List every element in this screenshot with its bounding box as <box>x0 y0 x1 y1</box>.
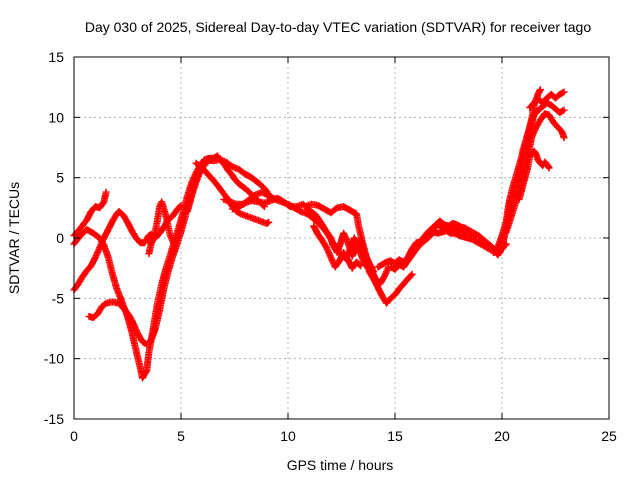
y-tick-label: -10 <box>44 351 64 367</box>
y-tick-label: -15 <box>44 411 64 427</box>
series-markers <box>203 156 273 199</box>
series-trace-18 <box>489 99 568 256</box>
x-tick-label: 15 <box>387 428 403 444</box>
data-series <box>70 86 568 382</box>
y-tick-label: -5 <box>52 290 65 306</box>
y-tick-label: 10 <box>48 109 64 125</box>
series-markers <box>365 268 416 307</box>
x-axis-label: GPS time / hours <box>287 457 394 473</box>
series-trace-13 <box>365 268 416 307</box>
series-trace-21 <box>526 88 568 112</box>
series-trace-20 <box>515 147 553 203</box>
series-markers <box>310 222 365 272</box>
x-tick-label: 5 <box>177 428 185 444</box>
chart-title: Day 030 of 2025, Sidereal Day-to-day VTE… <box>85 19 592 35</box>
axis-ticks: 0 5 10 15 20 25 -15 -10 -5 0 5 10 15 <box>44 49 617 444</box>
y-tick-label: 15 <box>48 49 64 65</box>
x-tick-label: 20 <box>494 428 510 444</box>
y-tick-label: 5 <box>56 170 64 186</box>
x-tick-label: 25 <box>601 428 617 444</box>
series-markers <box>489 99 568 256</box>
series-trace-12 <box>310 222 365 272</box>
series-markers <box>526 88 568 112</box>
x-tick-label: 0 <box>70 428 78 444</box>
y-axis-label: SDTVAR / TECUs <box>6 182 22 294</box>
x-tick-label: 10 <box>280 428 296 444</box>
series-trace-5 <box>145 198 179 258</box>
y-tick-label: 0 <box>56 230 64 246</box>
series-markers <box>515 147 553 203</box>
series-trace-7 <box>203 156 273 199</box>
series-markers <box>145 198 179 258</box>
